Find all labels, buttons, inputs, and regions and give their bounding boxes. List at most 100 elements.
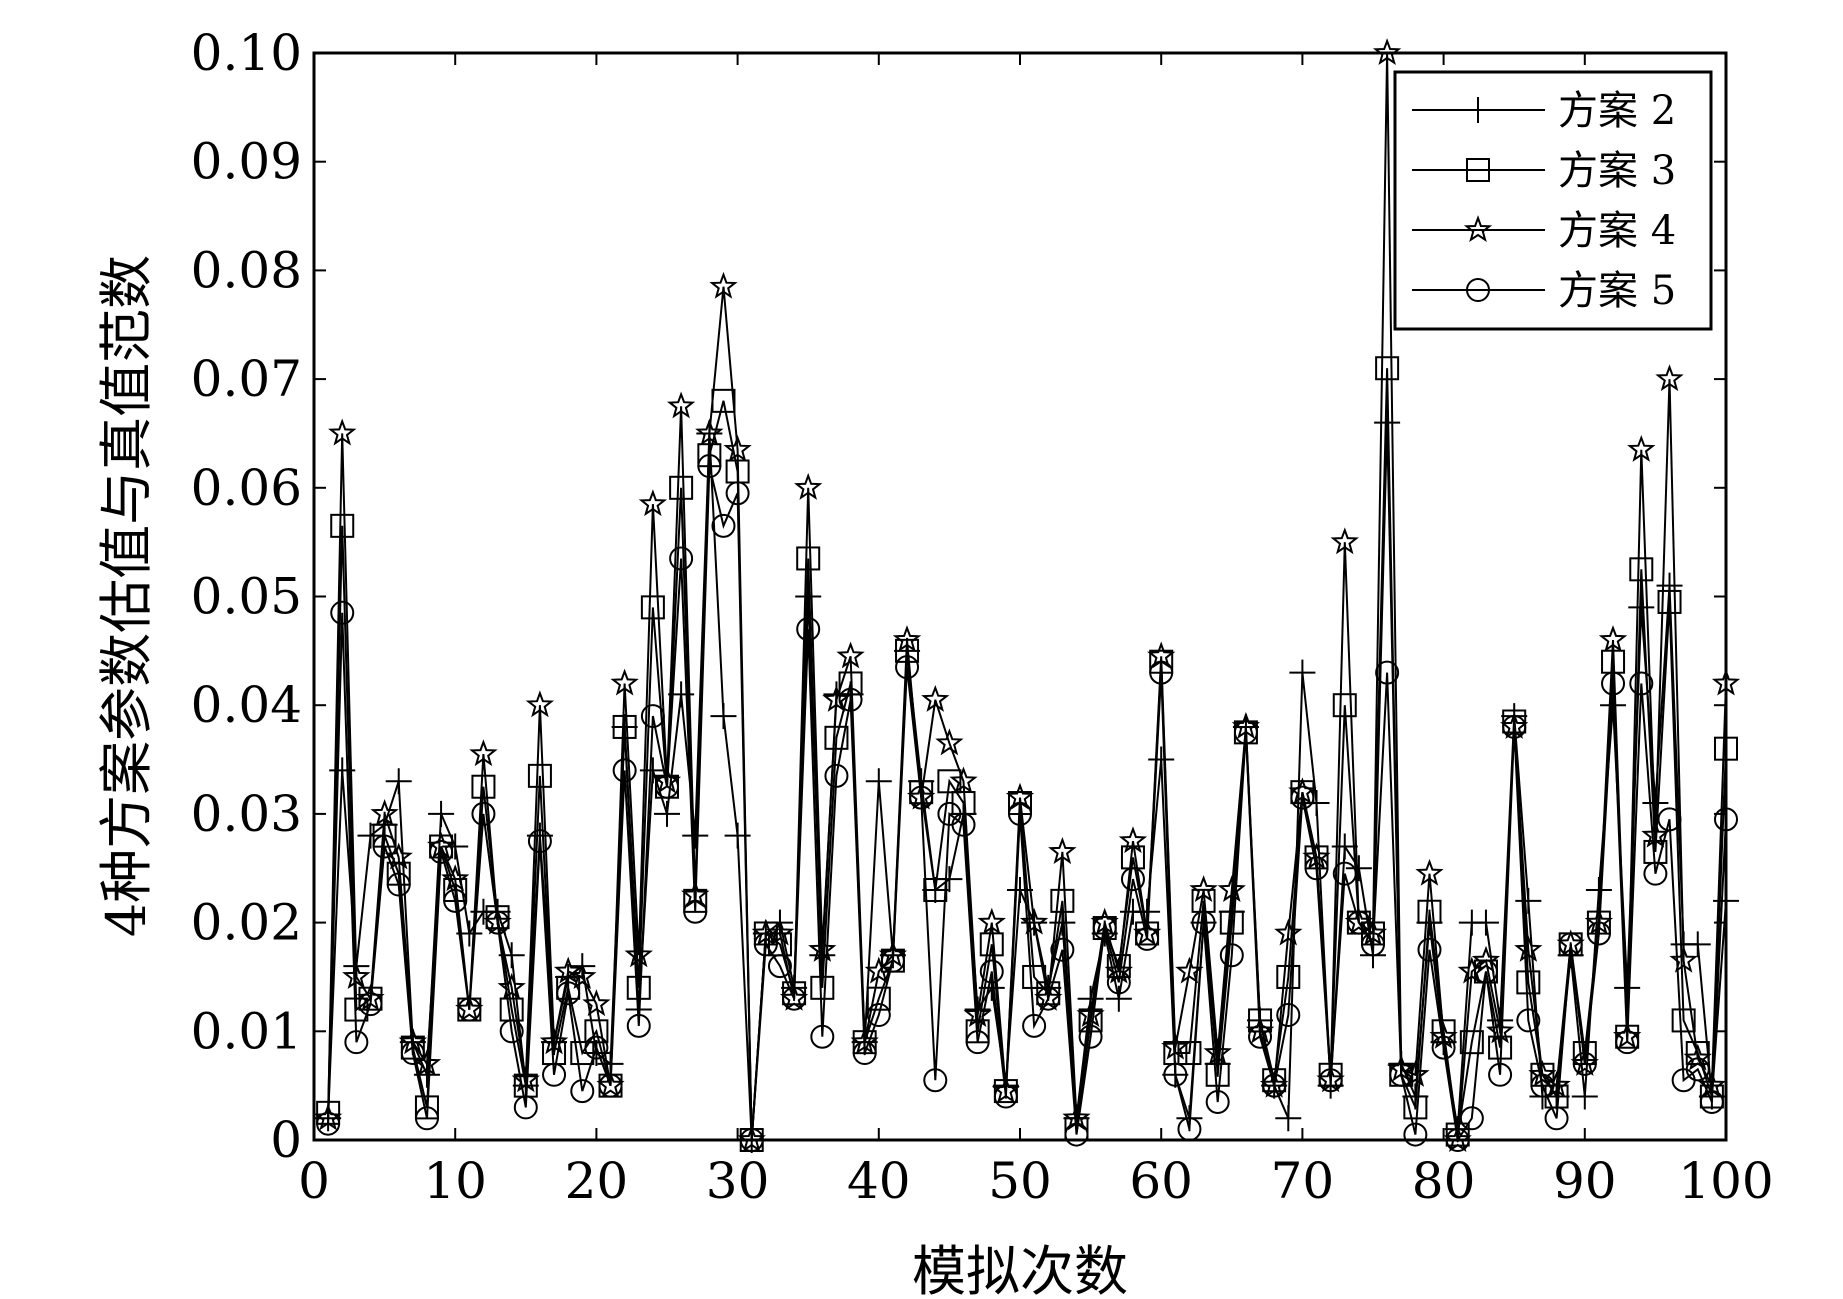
data-point <box>723 434 752 462</box>
data-point <box>414 1106 439 1131</box>
data-point <box>1316 1065 1345 1093</box>
data-point <box>596 1070 625 1098</box>
data-point <box>1106 970 1131 995</box>
data-point <box>357 822 384 849</box>
data-point <box>1330 527 1359 555</box>
data-point <box>386 872 411 897</box>
data-point <box>1344 907 1374 935</box>
data-point <box>330 513 355 538</box>
data-point <box>737 1125 766 1153</box>
data-point <box>1403 1095 1428 1120</box>
data-point <box>808 934 837 962</box>
data-point <box>372 834 397 859</box>
data-point <box>1669 945 1698 973</box>
data-point <box>753 932 778 957</box>
legend: 方案 2 方案 3 方案 4 方案 5 <box>1393 70 1713 331</box>
data-point <box>1077 985 1104 1012</box>
x-tick-label: 80 <box>1412 1152 1476 1210</box>
data-point <box>1598 625 1628 653</box>
data-point <box>951 812 976 837</box>
data-point <box>1105 985 1132 1012</box>
data-point <box>709 271 738 299</box>
y-tick-label: 0.03 <box>191 785 302 843</box>
data-point <box>977 907 1006 935</box>
data-point <box>1528 1059 1557 1087</box>
data-point <box>822 684 851 712</box>
data-point <box>1699 1089 1724 1114</box>
data-point <box>1572 1041 1597 1066</box>
data-point <box>443 888 468 913</box>
data-point <box>669 475 694 500</box>
x-tick-label: 100 <box>1678 1152 1773 1210</box>
data-point <box>1318 1068 1343 1093</box>
data-point <box>1345 855 1372 882</box>
data-point <box>511 1065 540 1093</box>
y-tick-label: 0.02 <box>191 894 302 952</box>
data-point <box>1601 671 1626 696</box>
series-circle <box>316 454 1738 1152</box>
data-point <box>1163 1062 1188 1087</box>
legend-item: 方案 4 <box>1412 208 1676 254</box>
data-point <box>385 768 412 795</box>
data-point <box>638 489 668 517</box>
data-point <box>1302 842 1331 870</box>
data-point <box>471 801 496 826</box>
data-point <box>1149 660 1174 685</box>
y-tick-label: 0.10 <box>191 24 302 82</box>
data-point <box>1332 693 1357 718</box>
data-point <box>513 1095 538 1120</box>
data-point <box>497 972 526 1000</box>
data-point <box>979 959 1004 984</box>
data-point <box>358 992 383 1017</box>
data-point <box>1655 364 1684 392</box>
data-point <box>1048 837 1077 865</box>
data-point <box>1346 910 1371 935</box>
data-point <box>1463 215 1493 243</box>
data-point <box>1050 937 1075 962</box>
data-point <box>328 418 357 446</box>
data-point <box>1530 1073 1555 1098</box>
data-point <box>1262 1073 1287 1098</box>
data-point <box>1586 921 1611 946</box>
data-point <box>1465 97 1491 123</box>
data-point <box>1361 932 1385 957</box>
data-point <box>779 983 809 1011</box>
data-point <box>682 822 709 849</box>
legend-label: 方案 5 <box>1558 268 1676 314</box>
data-point <box>1120 867 1145 892</box>
data-point <box>1008 801 1032 826</box>
data-point <box>1502 714 1527 739</box>
data-point <box>1615 1030 1640 1055</box>
legend-items: 方案 2 方案 3 方案 4 方案 5 <box>1412 88 1676 314</box>
data-point <box>1403 1122 1428 1147</box>
x-tick-label: 60 <box>1129 1152 1193 1210</box>
data-point <box>1034 983 1063 1011</box>
legend-label: 方案 2 <box>1558 88 1676 134</box>
data-point <box>796 546 821 571</box>
data-point <box>669 546 694 571</box>
y-tick-label: 0 <box>270 1111 302 1169</box>
data-point <box>1205 1089 1230 1114</box>
data-point <box>710 703 737 730</box>
data-point <box>370 798 399 826</box>
data-point <box>1276 1002 1301 1027</box>
data-point <box>895 655 920 680</box>
data-point <box>765 918 795 946</box>
data-point <box>568 962 597 990</box>
data-point <box>1443 1125 1472 1153</box>
data-point <box>711 513 736 538</box>
data-point <box>1022 1013 1047 1038</box>
y-tick-label: 0.04 <box>191 676 302 734</box>
data-point <box>865 768 892 795</box>
data-point <box>796 617 821 642</box>
data-point <box>1516 970 1541 995</box>
x-tick-label: 20 <box>565 1152 629 1210</box>
data-point <box>1570 1048 1599 1076</box>
data-point <box>527 763 552 788</box>
data-point <box>1401 1059 1430 1087</box>
data-point <box>1571 1083 1598 1110</box>
data-point <box>1415 858 1444 886</box>
data-point <box>640 704 665 729</box>
data-point <box>1189 875 1218 903</box>
data-point <box>838 687 863 712</box>
